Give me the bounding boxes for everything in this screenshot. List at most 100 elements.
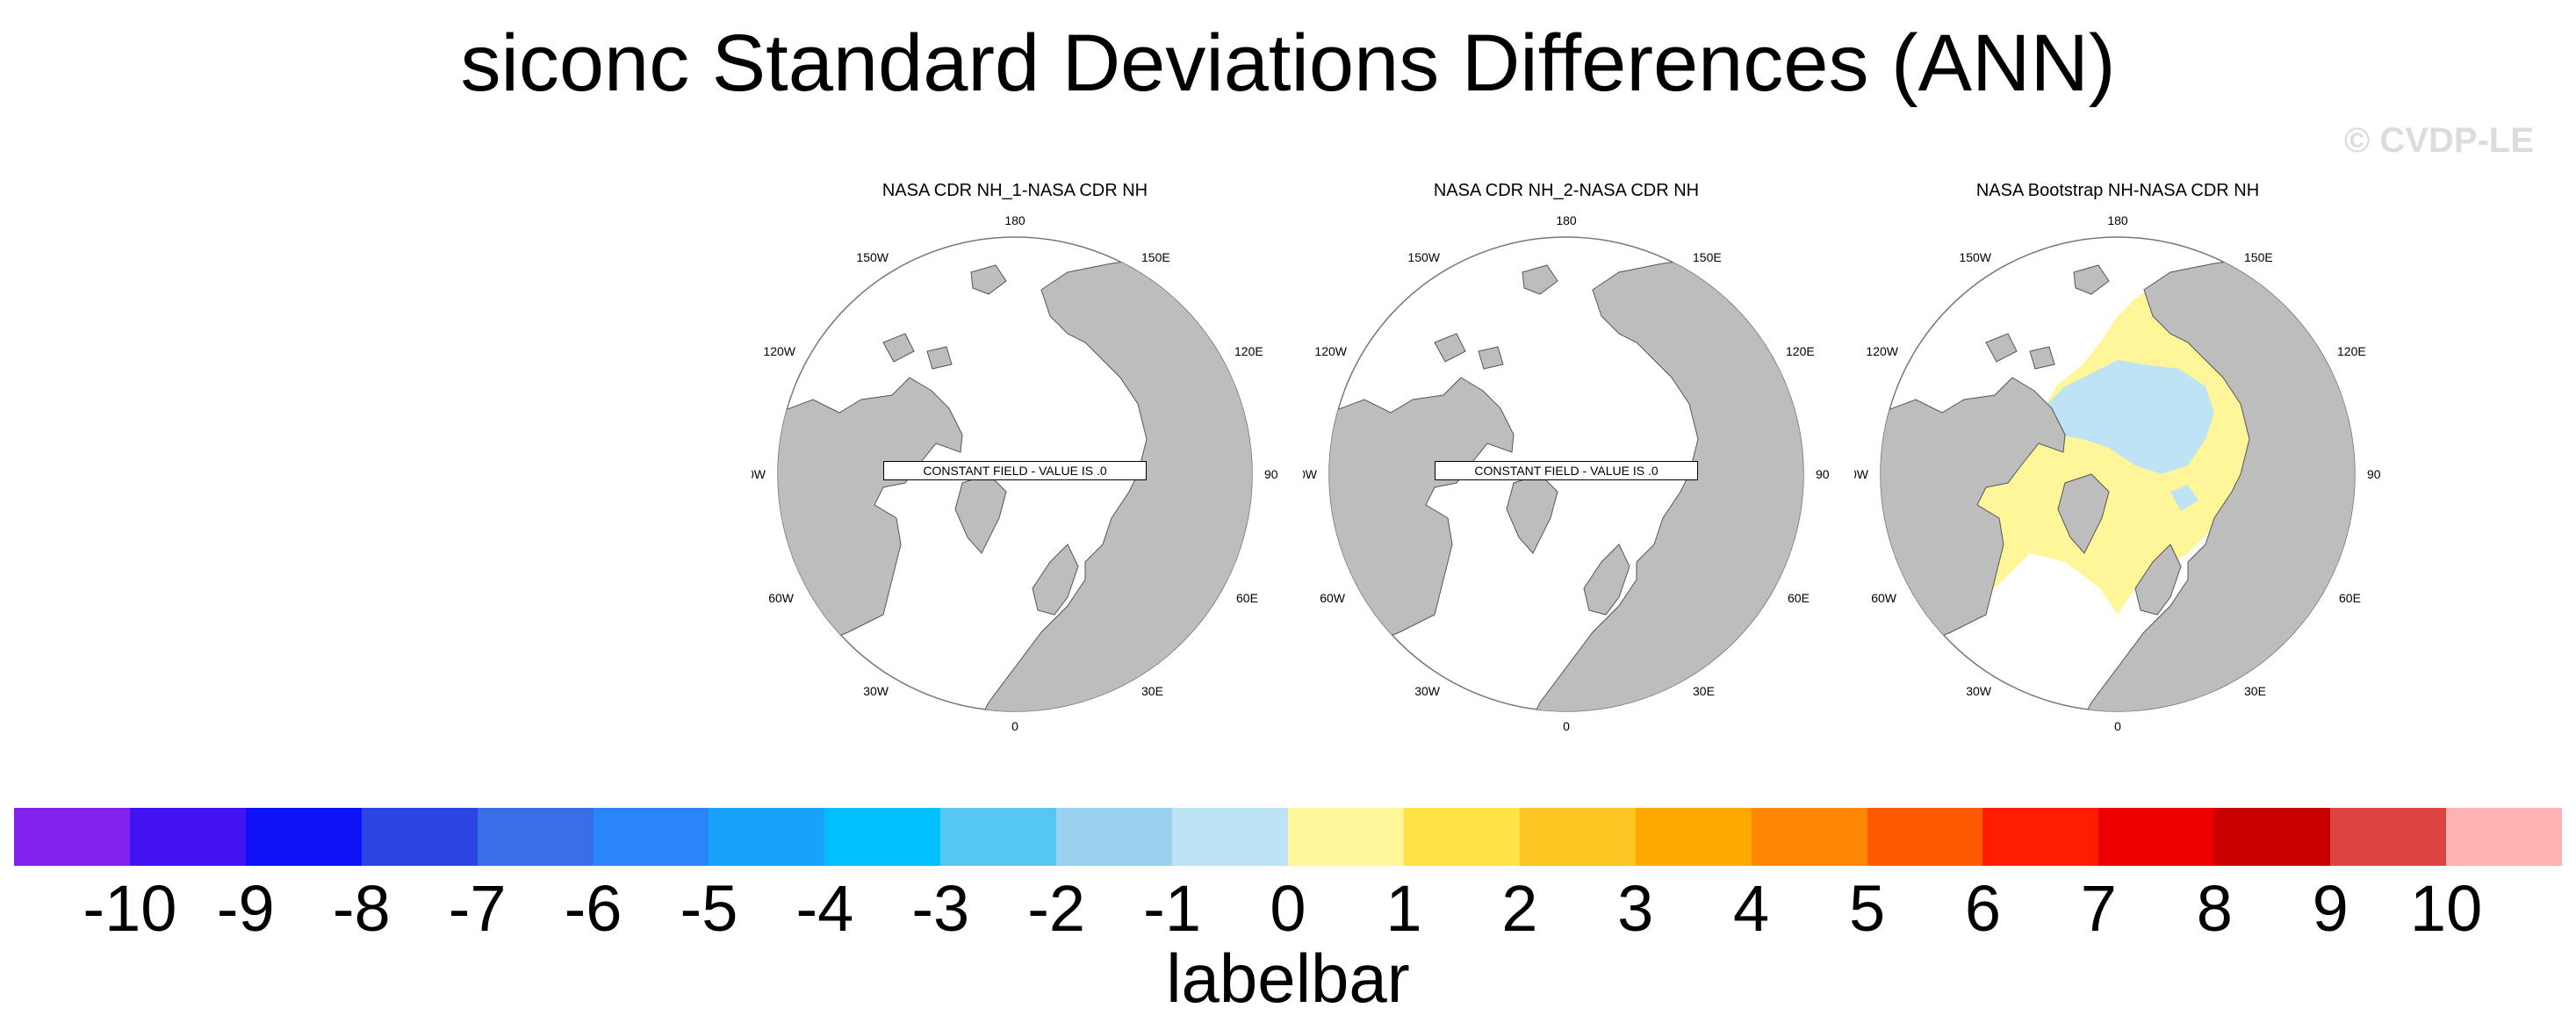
lon-label-150e: 150E: [2244, 250, 2273, 264]
colorbar-tick: 6: [1964, 872, 2002, 945]
lon-label-30e: 30E: [1693, 684, 1715, 698]
lon-label-150w: 150W: [856, 250, 889, 264]
land-scandinavia: [2134, 544, 2182, 616]
colorbar-swatch: [824, 808, 941, 866]
colorbar-tick: 9: [2312, 872, 2349, 945]
lon-label-150e: 150E: [1693, 250, 1722, 264]
lon-label-90w: 90W: [752, 467, 766, 481]
lon-label-120e: 120E: [1234, 344, 1263, 358]
colorbar-swatch: [1982, 808, 2099, 866]
longitude-labels: 180 150E 120E 90E 60E 30E 0 30W 60W 90W …: [752, 213, 1278, 733]
panel-title: NASA CDR NH_1-NASA CDR NH: [881, 181, 1148, 200]
land-scandinavia: [1032, 544, 1079, 616]
lon-label-30e: 30E: [2244, 684, 2266, 698]
colorbar-swatch: [1287, 808, 1404, 866]
lon-label-120e: 120E: [1786, 344, 1815, 358]
longitude-labels: 180 150E 120E 90E 60E 30E 0 30W 60W 90W …: [1303, 213, 1830, 733]
lon-label-60w: 60W: [1871, 591, 1897, 605]
colorbar-tick: -1: [1143, 872, 1201, 945]
lon-label-90e: 90E: [1264, 467, 1278, 481]
constant-field-note: CONSTANT FIELD - VALUE IS .0: [1435, 461, 1698, 480]
land-scandinavia: [1583, 544, 1630, 616]
colorbar-tick: 4: [1733, 872, 1770, 945]
colorbar-swatch: [477, 808, 594, 866]
lon-label-90e: 90E: [2367, 467, 2381, 481]
colorbar-tick: 2: [1501, 872, 1538, 945]
colorbar-swatch: [14, 808, 130, 866]
longitude-labels: 180 150E 120E 90E 60E 30E 0 30W 60W 90W …: [1854, 213, 2381, 733]
colorbar-label: labelbar: [1166, 940, 1410, 1017]
lon-label-0: 0: [1563, 719, 1570, 733]
lon-label-30e: 30E: [1141, 684, 1163, 698]
colorbar-swatch: [1403, 808, 1520, 866]
colorbar: [14, 808, 2562, 866]
lon-label-120e: 120E: [2337, 344, 2366, 358]
lon-label-60w: 60W: [768, 591, 795, 605]
lon-label-30w: 30W: [1966, 684, 1992, 698]
colorbar-swatch: [1172, 808, 1288, 866]
lon-label-0: 0: [1011, 719, 1018, 733]
colorbar-swatch: [1056, 808, 1173, 866]
colorbar-tick: 3: [1617, 872, 1654, 945]
colorbar-swatch: [1635, 808, 1752, 866]
sea-ice-negative-diff: [2039, 360, 2214, 474]
colorbar-swatch: [2330, 808, 2447, 866]
watermark: © CVDP-LE: [2343, 121, 2534, 160]
figure-title: siconc Standard Deviations Differences (…: [460, 18, 2116, 108]
colorbar-tick: 5: [1848, 872, 1886, 945]
colorbar-tick: -4: [795, 872, 854, 945]
lon-label-90e: 90E: [1816, 467, 1830, 481]
lon-label-90w: 90W: [1303, 467, 1318, 481]
colorbar-tick: -5: [680, 872, 738, 945]
colorbar-swatch: [245, 808, 362, 866]
lon-label-30w: 30W: [1414, 684, 1441, 698]
colorbar-swatch: [709, 808, 825, 866]
colorbar-tick: -8: [332, 872, 391, 945]
lon-label-180: 180: [1004, 213, 1025, 227]
colorbar-tick: 1: [1385, 872, 1422, 945]
lon-label-0: 0: [2114, 719, 2121, 733]
map-panel-1: NASA CDR NH_1-NASA CDR NH 180 150E 120E …: [752, 176, 1278, 738]
panel-title: NASA CDR NH_2-NASA CDR NH: [1433, 181, 1700, 200]
colorbar-tick: -3: [911, 872, 970, 945]
colorbar-swatch: [1519, 808, 1636, 866]
colorbar-tick: -2: [1027, 872, 1086, 945]
lon-label-150w: 150W: [1407, 250, 1440, 264]
colorbar-swatch: [129, 808, 246, 866]
colorbar-tick: 0: [1270, 872, 1306, 945]
colorbar-tick: -7: [448, 872, 507, 945]
colorbar-swatch: [940, 808, 1057, 866]
colorbar-tick: 7: [2080, 872, 2117, 945]
lon-label-150w: 150W: [1959, 250, 1991, 264]
land-siberian-islands: [1434, 264, 1558, 370]
colorbar-tick-labels: -10 -9 -8 -7 -6 -5 -4 -3 -2 -1 0 1 2 3 4 5 6 7 8 9 10: [0, 866, 2576, 945]
colorbar-swatch: [2446, 808, 2562, 866]
map-panel-3: NASA Bootstrap NH-NASA CDR NH 180 150E 1…: [1854, 176, 2381, 738]
colorbar-swatch: [2214, 808, 2331, 866]
lon-label-60e: 60E: [1236, 591, 1258, 605]
lon-label-150e: 150E: [1141, 250, 1170, 264]
colorbar-swatch: [361, 808, 478, 866]
colorbar-tick: 8: [2196, 872, 2233, 945]
colorbar-swatch: [593, 808, 709, 866]
land-siberian-islands: [882, 264, 1007, 370]
colorbar-tick: -6: [564, 872, 622, 945]
lon-label-60e: 60E: [1788, 591, 1810, 605]
constant-field-note: CONSTANT FIELD - VALUE IS .0: [883, 461, 1147, 480]
polar-map: 180 150E 120E 90E 60E 30E 0 30W 60W 90W …: [1854, 213, 2381, 733]
colorbar-swatch: [2098, 808, 2215, 866]
colorbar-swatch: [1751, 808, 1867, 866]
lon-label-120w: 120W: [1314, 344, 1347, 358]
lon-label-120w: 120W: [763, 344, 795, 358]
lon-label-60e: 60E: [2339, 591, 2361, 605]
lon-label-120w: 120W: [1866, 344, 1898, 358]
colorbar-tick: -10: [83, 872, 177, 945]
lon-label-180: 180: [2107, 213, 2128, 227]
land-greenland: [2057, 473, 2110, 554]
map-panel-2: NASA CDR NH_2-NASA CDR NH 180 150E 120E …: [1303, 176, 1830, 738]
land-siberian-islands: [1985, 264, 2110, 370]
lon-label-90w: 90W: [1854, 467, 1869, 481]
lon-label-60w: 60W: [1320, 591, 1346, 605]
panel-title: NASA Bootstrap NH-NASA CDR NH: [1975, 181, 2260, 200]
lon-label-180: 180: [1556, 213, 1577, 227]
